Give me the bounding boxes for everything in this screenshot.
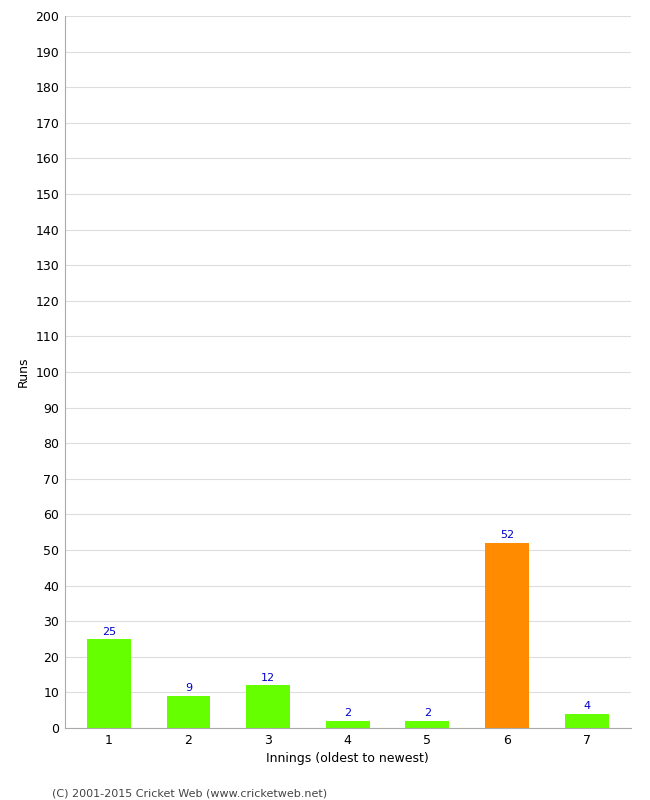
Text: (C) 2001-2015 Cricket Web (www.cricketweb.net): (C) 2001-2015 Cricket Web (www.cricketwe… [52,788,327,798]
Text: 4: 4 [583,702,590,711]
Bar [406,721,449,728]
Text: 52: 52 [500,530,514,540]
Bar [326,721,370,728]
Text: 25: 25 [102,626,116,637]
Bar [485,543,529,728]
Text: 12: 12 [261,673,275,682]
Bar [246,686,290,728]
Y-axis label: Runs: Runs [17,357,30,387]
Bar [565,714,608,728]
Text: 2: 2 [424,708,431,718]
X-axis label: Innings (oldest to newest): Innings (oldest to newest) [266,752,429,765]
Bar [87,639,131,728]
Text: 2: 2 [344,708,351,718]
Bar [166,696,211,728]
Text: 9: 9 [185,683,192,694]
